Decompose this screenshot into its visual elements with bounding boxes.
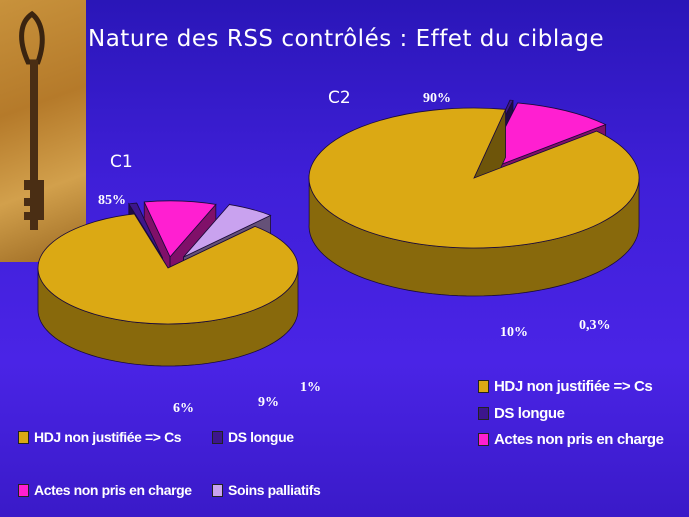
c1-slice-hdj: [37, 212, 299, 367]
c2-hdj-data-label: 90%: [423, 91, 451, 106]
c2-slice-hdj: [308, 107, 640, 297]
key-icon: [19, 10, 45, 230]
legend-c2-hdj: HDJ non justifiée => Cs: [478, 378, 653, 395]
legend-label: DS longue: [228, 429, 294, 445]
legend-c1-ds: DS longue: [212, 429, 294, 445]
legend-c1-soins: Soins palliatifs: [212, 482, 321, 498]
c1-actes-data-label: 9%: [258, 395, 279, 410]
legend-label: Soins palliatifs: [228, 482, 321, 498]
legend-c1-hdj: HDJ non justifiée => Cs: [18, 429, 182, 445]
legend-label: HDJ non justifiée => Cs: [494, 378, 653, 395]
key-photo: [0, 0, 86, 262]
legend-swatch: [478, 380, 489, 393]
chart-c1-title: C1: [110, 152, 133, 172]
legend-swatch: [478, 407, 489, 420]
legend-label: Actes non pris en charge: [34, 482, 192, 498]
c1-soins-data-label: 6%: [173, 401, 194, 416]
legend-label: DS longue: [494, 405, 565, 422]
legend-label: Actes non pris en charge: [494, 431, 664, 448]
page-title: Nature des RSS contrôlés : Effet du cibl…: [88, 26, 605, 52]
chart-c2-title: C2: [328, 88, 351, 108]
legend-swatch: [212, 483, 223, 497]
legend-swatch: [18, 430, 29, 444]
c2-ds-data-label: 0,3%: [579, 318, 611, 333]
c1-ds-data-label: 1%: [300, 380, 321, 395]
legend-c2-actes: Actes non pris en charge: [478, 431, 664, 448]
legend-label: HDJ non justifiée => Cs: [34, 429, 182, 445]
legend-swatch: [212, 430, 223, 444]
c1-hdj-data-label: 85%: [98, 193, 126, 208]
legend-c1-actes: Actes non pris en charge: [18, 482, 192, 498]
legend-c2-ds: DS longue: [478, 405, 565, 422]
legend-swatch: [478, 433, 489, 446]
c2-actes-data-label: 10%: [500, 325, 528, 340]
legend-swatch: [18, 483, 29, 497]
